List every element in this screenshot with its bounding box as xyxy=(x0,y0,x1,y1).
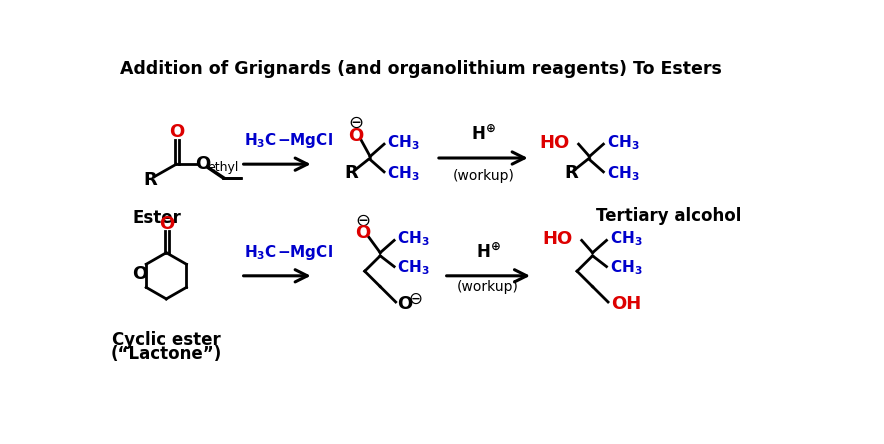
Text: Addition of Grignards (and organolithium reagents) To Esters: Addition of Grignards (and organolithium… xyxy=(120,60,721,78)
Text: O: O xyxy=(348,127,364,146)
Text: R: R xyxy=(345,164,358,182)
Text: (workup): (workup) xyxy=(453,169,514,183)
Text: ⊖: ⊖ xyxy=(348,114,363,131)
Text: $\mathbf{H_3C}$: $\mathbf{H_3C}$ xyxy=(244,243,277,262)
Text: (workup): (workup) xyxy=(457,281,519,294)
Text: OH: OH xyxy=(611,294,642,313)
Text: O: O xyxy=(355,224,370,242)
Text: R: R xyxy=(564,164,578,182)
Text: Cyclic ester: Cyclic ester xyxy=(112,331,221,349)
Text: HO: HO xyxy=(542,230,573,248)
Text: $\mathbf{CH_3}$: $\mathbf{CH_3}$ xyxy=(610,230,642,248)
Text: $\mathbf{-MgCl}$: $\mathbf{-MgCl}$ xyxy=(277,243,333,262)
Text: ethyl: ethyl xyxy=(207,161,239,174)
Text: $\mathbf{CH_3}$: $\mathbf{CH_3}$ xyxy=(387,133,420,152)
Text: $\mathbf{CH_3}$: $\mathbf{CH_3}$ xyxy=(387,164,420,183)
Text: R: R xyxy=(143,170,156,189)
Text: Ester: Ester xyxy=(133,209,181,227)
Text: Tertiary alcohol: Tertiary alcohol xyxy=(596,206,741,225)
Text: O: O xyxy=(159,215,175,233)
Text: $\mathbf{CH_3}$: $\mathbf{CH_3}$ xyxy=(397,230,430,248)
Text: $\mathbf{H^{\oplus}}$: $\mathbf{H^{\oplus}}$ xyxy=(476,243,500,262)
Text: $\mathbf{CH_3}$: $\mathbf{CH_3}$ xyxy=(610,259,642,278)
Text: O: O xyxy=(133,265,148,283)
Text: $\mathbf{H^{\oplus}}$: $\mathbf{H^{\oplus}}$ xyxy=(471,125,496,144)
Text: HO: HO xyxy=(539,134,569,151)
Text: ⊖: ⊖ xyxy=(408,290,422,308)
Text: O: O xyxy=(397,294,413,313)
Text: $\mathbf{CH_3}$: $\mathbf{CH_3}$ xyxy=(397,259,430,278)
Text: $\mathbf{-MgCl}$: $\mathbf{-MgCl}$ xyxy=(277,131,333,151)
Text: $\mathbf{H_3C}$: $\mathbf{H_3C}$ xyxy=(244,131,277,151)
Text: ⊖: ⊖ xyxy=(355,211,370,230)
Text: (“Lactone”): (“Lactone”) xyxy=(110,345,222,363)
Text: O: O xyxy=(195,155,210,173)
Text: O: O xyxy=(170,123,185,141)
Text: $\mathbf{CH_3}$: $\mathbf{CH_3}$ xyxy=(606,164,639,183)
Text: $\mathbf{CH_3}$: $\mathbf{CH_3}$ xyxy=(606,133,639,152)
